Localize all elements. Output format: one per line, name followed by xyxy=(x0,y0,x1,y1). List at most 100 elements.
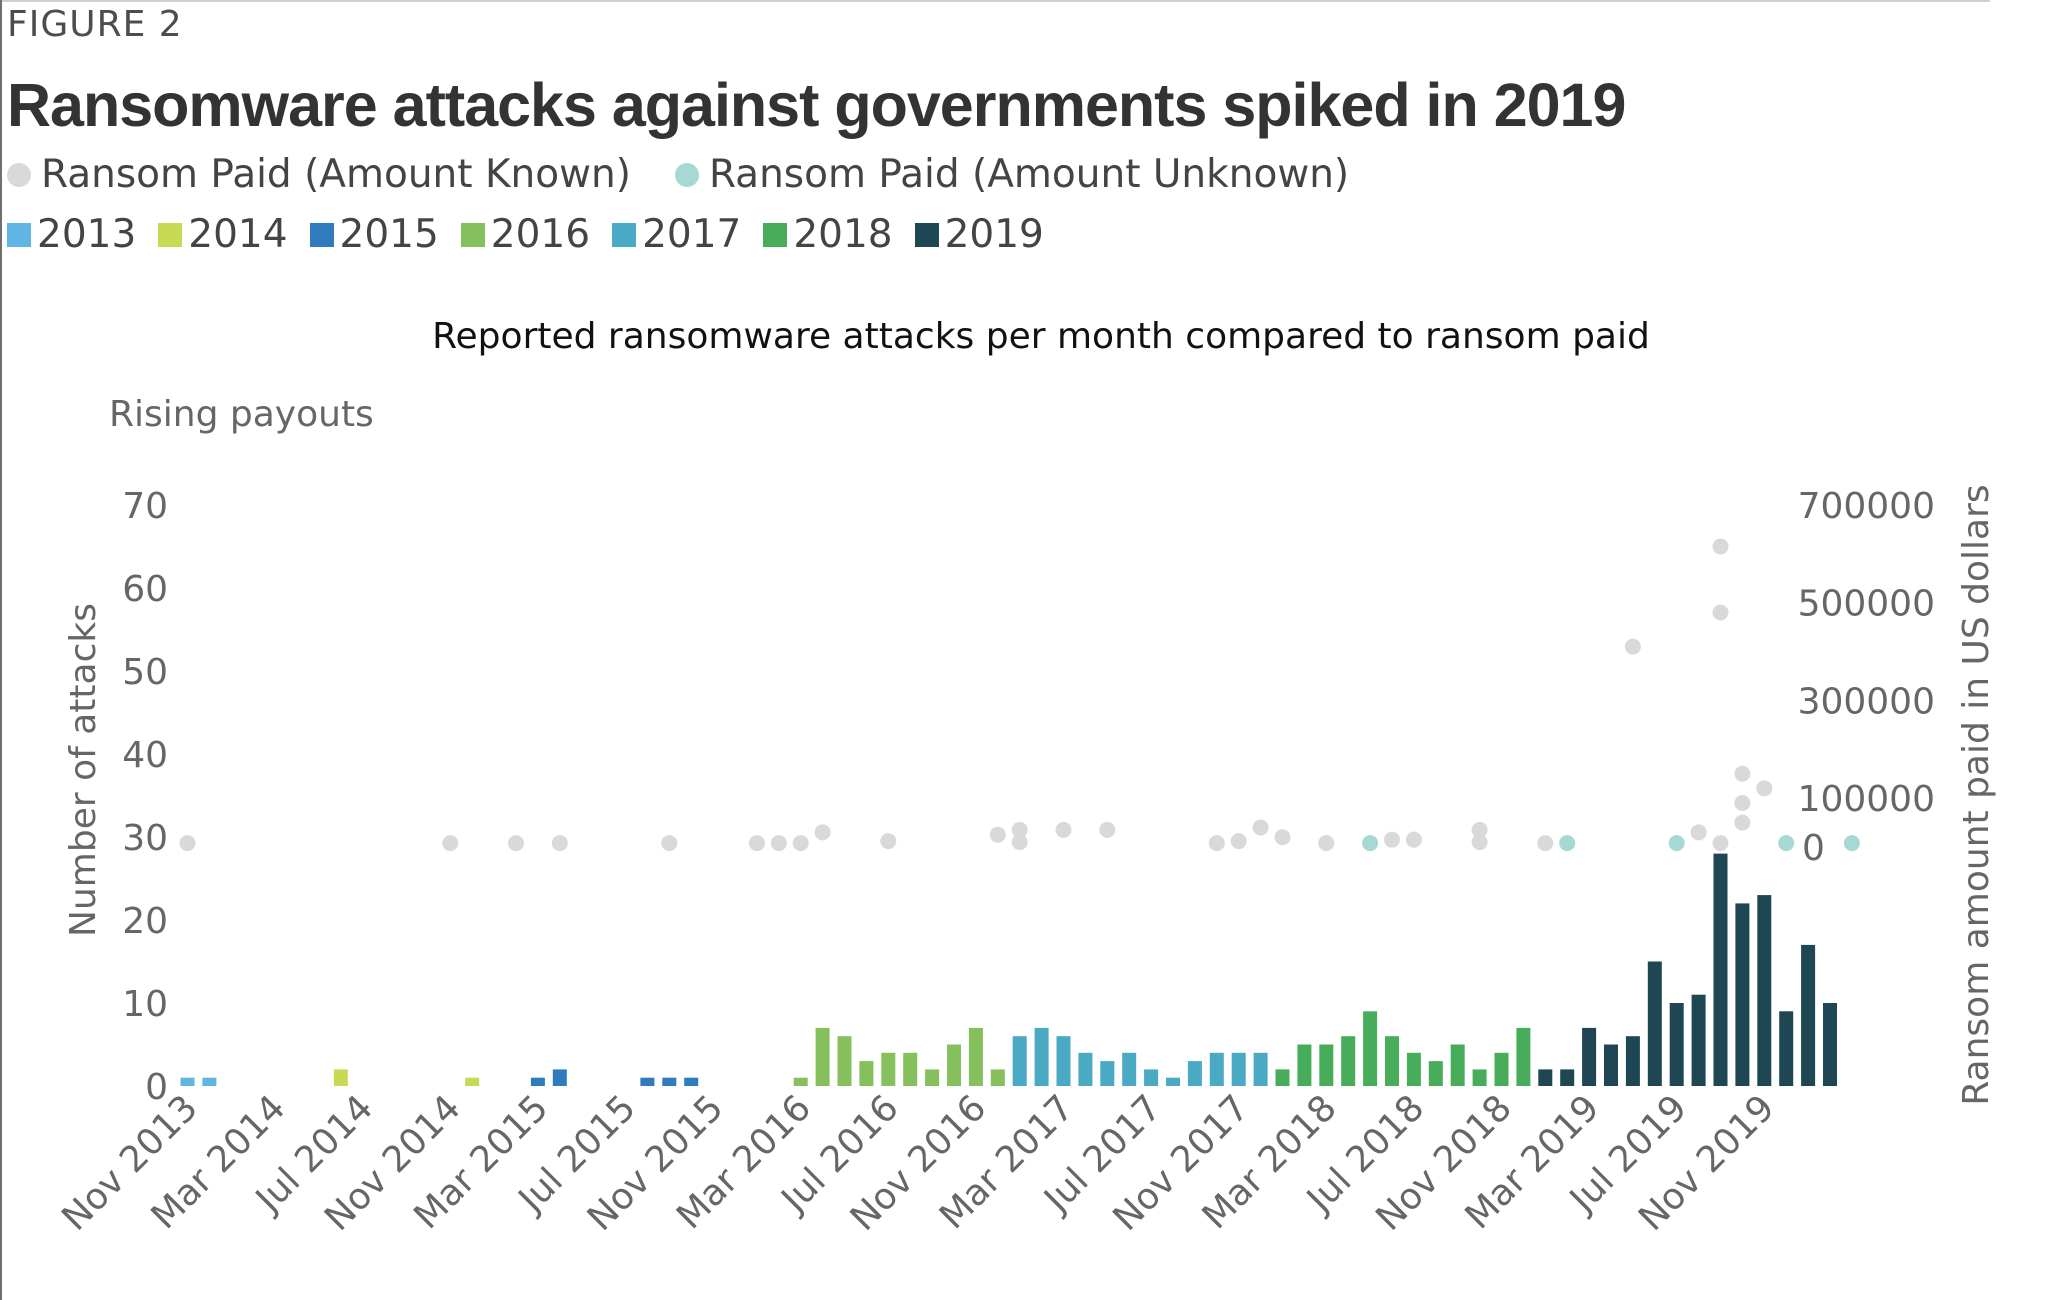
attack-bar xyxy=(990,1069,1005,1086)
ransom-dot-unknown xyxy=(1843,835,1860,852)
attack-bar xyxy=(180,1077,195,1086)
ransom-dot-unknown xyxy=(1559,835,1576,852)
legend-swatch-2015 xyxy=(309,222,334,247)
attack-bar xyxy=(1691,994,1706,1086)
y-tick-label-right: 100000 xyxy=(1798,779,1935,820)
attack-bar xyxy=(1034,1027,1049,1086)
ransom-dot-known xyxy=(1252,819,1269,836)
ransom-dot-known xyxy=(792,835,809,852)
legend-label-unknown: Ransom Paid (Amount Unknown) xyxy=(708,152,1350,197)
ransom-dot-known xyxy=(1712,835,1729,852)
y-tick-label-left: 50 xyxy=(122,652,168,693)
legend-swatch-2016 xyxy=(460,222,485,247)
ransom-dot-known xyxy=(1734,765,1751,782)
attack-bar xyxy=(968,1027,983,1086)
attack-bar xyxy=(1275,1069,1290,1086)
ransom-dot-known xyxy=(1712,538,1729,555)
legend-swatch-2014 xyxy=(158,222,183,247)
attack-bar xyxy=(837,1036,852,1086)
ransom-dot-known xyxy=(508,835,524,852)
attack-bar xyxy=(1823,1003,1837,1086)
legend-dot-known xyxy=(7,162,31,187)
legend-swatch-2013 xyxy=(7,222,31,247)
attack-bar xyxy=(1231,1052,1246,1086)
legend-label-2013: 2013 xyxy=(37,212,137,257)
ransom-dot-known xyxy=(1471,821,1488,838)
attack-bar xyxy=(640,1077,655,1086)
legend-item-2019: 2019 xyxy=(914,212,1044,257)
legend-label-2016: 2016 xyxy=(490,212,591,257)
attack-bar xyxy=(684,1077,699,1086)
attack-bar xyxy=(1494,1052,1509,1086)
attack-bar xyxy=(1472,1069,1487,1086)
legend-label-2018: 2018 xyxy=(793,212,893,257)
legend-label-2015: 2015 xyxy=(339,212,439,257)
attack-bar xyxy=(552,1069,567,1086)
ransom-dot-known xyxy=(748,835,765,852)
ransom-dot-known xyxy=(814,824,831,841)
ransom-dot-known xyxy=(442,835,459,852)
legend-label-2017: 2017 xyxy=(642,212,742,257)
legend-item-2014: 2014 xyxy=(158,212,288,257)
y-tick-label-left: 60 xyxy=(122,569,168,610)
year-legend: 2013 2014 2015 2016 2017 2018 2019 xyxy=(7,212,1066,257)
attack-bar xyxy=(947,1044,961,1086)
attack-bar xyxy=(662,1077,677,1086)
attack-bar xyxy=(1297,1044,1312,1086)
attack-bar xyxy=(1604,1044,1618,1086)
chart-title: Reported ransomware attacks per month co… xyxy=(432,316,1650,357)
y-tick-label-right: 300000 xyxy=(1798,681,1935,722)
attack-bar xyxy=(925,1069,940,1086)
ransom-dot-known xyxy=(1734,814,1751,831)
attack-bar xyxy=(859,1061,874,1086)
attack-bar xyxy=(465,1077,480,1086)
attack-bar xyxy=(1560,1069,1575,1086)
ransom-dot-unknown xyxy=(1668,835,1685,852)
ransom-dot-known xyxy=(1055,821,1072,838)
attack-bar xyxy=(1582,1027,1597,1086)
ransom-dot-known xyxy=(1011,821,1028,838)
ransom-dot-known xyxy=(1734,795,1751,812)
headline: Ransomware attacks against governments s… xyxy=(7,71,1626,139)
attack-bar xyxy=(1625,1036,1640,1086)
attack-bar xyxy=(1801,944,1816,1086)
ransom-dots xyxy=(179,538,1860,852)
ransom-dot-known xyxy=(770,835,787,852)
attack-bar xyxy=(1187,1061,1202,1086)
ransom-dot-known xyxy=(1011,834,1028,851)
y-tick-label-left: 0 xyxy=(145,1067,168,1108)
attack-bar xyxy=(333,1069,348,1086)
payment-legend: Ransom Paid (Amount Known) Ransom Paid (… xyxy=(7,152,1393,197)
ransom-dot-unknown xyxy=(1362,835,1379,852)
attack-bar xyxy=(1012,1036,1027,1086)
figure-label: FIGURE 2 xyxy=(7,4,183,45)
ransom-dot-known xyxy=(1756,780,1773,797)
y-tick-label-left: 70 xyxy=(122,486,168,527)
attack-bar xyxy=(1253,1052,1268,1086)
attack-bar xyxy=(1319,1044,1334,1086)
ransom-dot-known xyxy=(1405,831,1422,848)
attack-bar xyxy=(903,1052,918,1086)
legend-label-2014: 2014 xyxy=(188,212,288,257)
attack-bar xyxy=(1713,853,1728,1086)
y-tick-label-left: 40 xyxy=(122,735,168,776)
legend-item-2015: 2015 xyxy=(309,212,439,257)
attack-bar xyxy=(1516,1027,1531,1086)
y-tick-label-left: 30 xyxy=(122,818,168,859)
top-divider xyxy=(0,0,1990,2)
legend-item-2013: 2013 xyxy=(7,212,136,257)
ransom-dot-known xyxy=(1537,835,1554,852)
attack-bar xyxy=(881,1052,896,1086)
ransom-dot-known xyxy=(1471,834,1488,851)
attack-bar xyxy=(1757,895,1772,1086)
attack-bars xyxy=(180,853,1837,1086)
ransom-dot-known xyxy=(1690,824,1707,841)
attack-bar xyxy=(1669,1003,1684,1086)
y-tick-label-right: 0 xyxy=(1802,828,1825,869)
y-tick-label-right: 500000 xyxy=(1798,584,1935,625)
ransom-dot-known xyxy=(1274,829,1291,846)
attack-bar xyxy=(793,1077,808,1086)
ransom-dot-known xyxy=(551,835,568,852)
